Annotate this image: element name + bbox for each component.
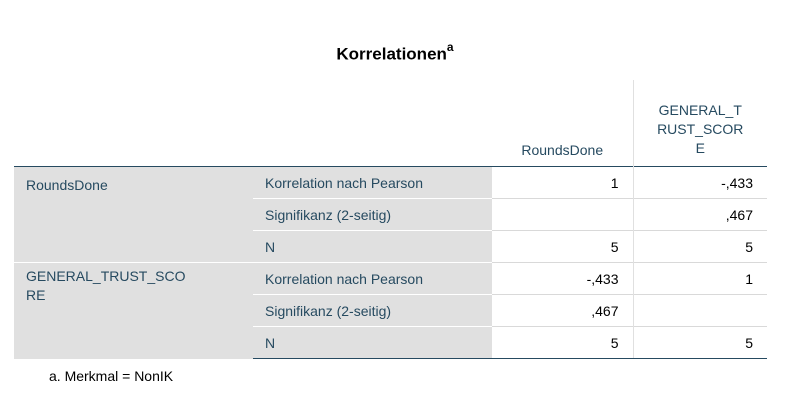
cell-value: ,467 xyxy=(492,294,633,327)
column-header-line: E xyxy=(695,140,705,156)
title-footnote-marker: a xyxy=(446,40,454,54)
column-header-line: RUST_SCOR xyxy=(657,121,744,137)
column-header-general-trust-score: GENERAL_T RUST_SCOR E xyxy=(632,80,767,167)
column-header-line: RoundsDone xyxy=(521,142,604,158)
row-variable-line: GENERAL_TRUST_SCO xyxy=(26,268,186,284)
table-row: RoundsDone Korrelation nach Pearson 1 -,… xyxy=(14,166,767,263)
row-stat-label: Korrelation nach Pearson xyxy=(253,166,492,199)
row-stat-label: Korrelation nach Pearson xyxy=(253,262,492,295)
cell-value xyxy=(492,198,633,231)
row-stat-label: N xyxy=(253,230,492,263)
cell-value: 1 xyxy=(492,166,633,199)
row-variable-general-trust-score: GENERAL_TRUST_SCO RE xyxy=(14,262,253,359)
table-row: Signifikanz (2-seitig) ,467 xyxy=(14,294,767,327)
correlation-table: RoundsDone GENERAL_T RUST_SCOR E RoundsD… xyxy=(14,80,767,359)
row-variable-roundsdone: RoundsDone xyxy=(14,166,253,263)
table-row: Signifikanz (2-seitig) ,467 xyxy=(14,198,767,231)
column-header-line: GENERAL_T xyxy=(658,102,742,118)
row-stat-label: Signifikanz (2-seitig) xyxy=(253,294,492,327)
cell-value: 5 xyxy=(632,326,767,359)
cell-value xyxy=(632,294,767,327)
table-row: GENERAL_TRUST_SCO RE Korrelation nach Pe… xyxy=(14,262,767,359)
row-stat-label: N xyxy=(253,326,492,359)
cell-value: -,433 xyxy=(492,262,633,295)
cell-value: 1 xyxy=(632,262,767,295)
cell-value: 5 xyxy=(492,230,633,263)
table-row: N 5 5 xyxy=(14,326,767,359)
table-title: Korrelationena xyxy=(0,40,790,65)
column-header-roundsdone: RoundsDone xyxy=(492,80,633,167)
cell-value: 5 xyxy=(492,326,633,359)
header-empty-1 xyxy=(14,80,253,167)
cell-value: 5 xyxy=(632,230,767,263)
row-variable-line: RE xyxy=(26,287,46,303)
cell-value: -,433 xyxy=(632,166,767,199)
table-footnote: a. Merkmal = NonIK xyxy=(49,368,174,384)
cell-value: ,467 xyxy=(632,198,767,231)
table-title-text: Korrelationen xyxy=(336,44,447,64)
table-row: N 5 5 xyxy=(14,230,767,263)
row-variable-line: RoundsDone xyxy=(26,177,108,193)
row-stat-label: Signifikanz (2-seitig) xyxy=(253,198,492,231)
header-empty-2 xyxy=(253,80,492,167)
